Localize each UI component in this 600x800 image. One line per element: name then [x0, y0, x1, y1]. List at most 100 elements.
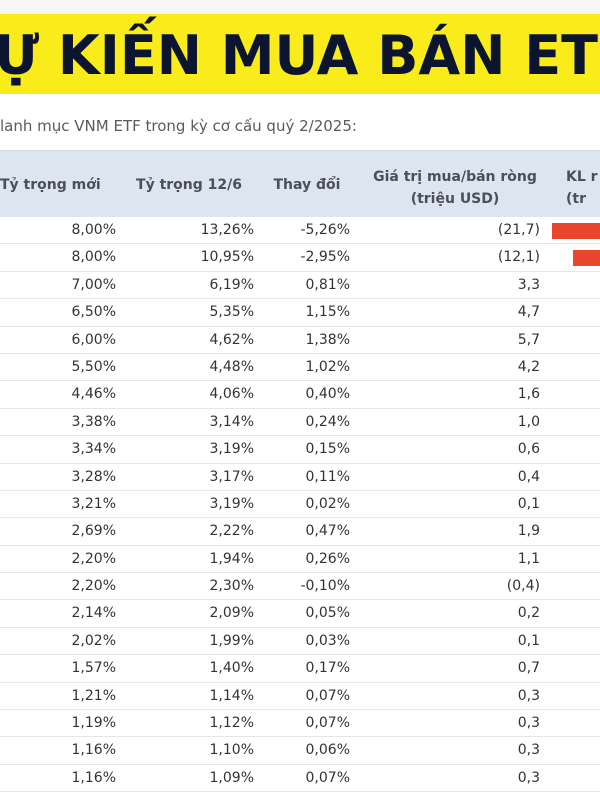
cell-new-weight: 6,50% — [71, 304, 116, 321]
cell-new-weight: 3,21% — [71, 495, 116, 512]
cell-new-weight: 2,14% — [71, 605, 116, 622]
cell-weight-12-6: 6,19% — [209, 276, 254, 293]
cell-change: 0,11% — [305, 468, 350, 485]
header-net-value-line1: Giá trị mua/bán ròng — [373, 169, 537, 185]
cell-net-value: 0,1 — [517, 632, 540, 649]
header-new-weight: Tỷ trọng mới — [0, 177, 101, 193]
cell-weight-12-6: 13,26% — [200, 222, 254, 238]
table-row: 1,16% 1,09% 0,07% 0,3 — [0, 765, 600, 793]
cell-weight-12-6: 10,95% — [200, 249, 254, 266]
cell-new-weight: 8,00% — [71, 249, 116, 266]
cell-net-value: 3,3 — [517, 276, 540, 293]
cell-net-value: 0,3 — [517, 769, 540, 786]
cell-weight-12-6: 1,12% — [209, 715, 254, 732]
table-row: 2,69% 2,22% 0,47% 1,9 — [0, 518, 600, 546]
cell-net-value: 0,6 — [517, 441, 540, 458]
cell-new-weight: 1,16% — [71, 769, 116, 786]
cell-new-weight: 8,00% — [71, 222, 116, 238]
table-caption: lanh mục VNM ETF trong kỳ cơ cấu quý 2/2… — [0, 117, 357, 135]
header-net-value: Giá trị mua/bán ròng (triệu USD) — [360, 166, 550, 210]
cell-weight-12-6: 1,14% — [209, 687, 254, 704]
cell-new-weight: 3,28% — [71, 468, 116, 485]
cell-weight-12-6: 4,48% — [209, 358, 254, 375]
sell-volume-bar — [552, 223, 600, 239]
top-edge — [0, 0, 600, 14]
cell-new-weight: 1,16% — [71, 742, 116, 759]
cell-change: 0,05% — [305, 605, 350, 622]
cell-change: 0,26% — [305, 550, 350, 567]
table-body: 8,00% 13,26% -5,26% (21,7) 8,00% 10,95% -2,95%… — [0, 217, 600, 793]
cell-weight-12-6: 1,40% — [209, 660, 254, 677]
table-row: 7,00% 6,19% 0,81% 3,3 — [0, 272, 600, 300]
header-volume-line2: (tr — [566, 191, 586, 207]
cell-new-weight: 4,46% — [71, 386, 116, 403]
cell-weight-12-6: 4,62% — [209, 331, 254, 348]
cell-new-weight: 2,02% — [71, 632, 116, 649]
cell-change: 1,15% — [305, 304, 350, 321]
cell-new-weight: 7,00% — [71, 276, 116, 293]
table-row: 8,00% 13,26% -5,26% (21,7) — [0, 217, 600, 245]
cell-change: 1,02% — [305, 358, 350, 375]
cell-weight-12-6: 5,35% — [209, 304, 254, 321]
cell-change: 0,03% — [305, 632, 350, 649]
cell-change: 0,81% — [305, 276, 350, 293]
cell-change: -0,10% — [300, 578, 350, 595]
cell-change: 0,40% — [305, 386, 350, 403]
cell-net-value: (0,4) — [506, 578, 540, 595]
cell-change: 0,47% — [305, 523, 350, 540]
table-row: 2,14% 2,09% 0,05% 0,2 — [0, 600, 600, 628]
cell-change: 0,07% — [305, 715, 350, 732]
cell-net-value: 0,7 — [517, 660, 540, 677]
cell-new-weight: 1,21% — [71, 687, 116, 704]
cell-change: 0,17% — [305, 660, 350, 677]
table-row: 3,28% 3,17% 0,11% 0,4 — [0, 464, 600, 491]
cell-net-value: 5,7 — [517, 331, 540, 348]
sell-volume-bar — [573, 250, 600, 267]
cell-weight-12-6: 1,10% — [209, 742, 254, 759]
cell-weight-12-6: 3,14% — [209, 413, 254, 430]
table-row: 1,16% 1,10% 0,06% 0,3 — [0, 737, 600, 765]
cell-net-value: 4,2 — [517, 358, 540, 375]
cell-new-weight: 1,19% — [71, 715, 116, 732]
table-header: Tỷ trọng mới Tỷ trọng 12/6 Thay đổi Giá … — [0, 151, 600, 217]
cell-new-weight: 5,50% — [71, 358, 116, 375]
cell-change: 0,07% — [305, 769, 350, 786]
cell-change: 1,38% — [305, 331, 350, 348]
cell-net-value: 0,4 — [517, 468, 540, 485]
cell-weight-12-6: 2,09% — [209, 605, 254, 622]
cell-change: 0,15% — [305, 441, 350, 458]
cell-weight-12-6: 1,09% — [209, 769, 254, 786]
cell-change: 0,07% — [305, 687, 350, 704]
table-row: 3,38% 3,14% 0,24% 1,0 — [0, 409, 600, 437]
cell-new-weight: 6,00% — [71, 331, 116, 348]
header-volume-line1: KL r — [566, 169, 598, 185]
cell-change: 0,02% — [305, 495, 350, 512]
cell-weight-12-6: 1,94% — [209, 550, 254, 567]
cell-new-weight: 3,34% — [71, 441, 116, 458]
table-row: 8,00% 10,95% -2,95% (12,1) — [0, 244, 600, 272]
cell-weight-12-6: 2,30% — [209, 578, 254, 595]
title-banner: Ự KIẾN MUA BÁN ET — [0, 14, 600, 94]
header-net-value-line2: (triệu USD) — [410, 191, 500, 207]
cell-weight-12-6: 3,17% — [209, 468, 254, 485]
cell-net-value: 0,3 — [517, 687, 540, 704]
cell-weight-12-6: 3,19% — [209, 495, 254, 512]
table-row: 2,20% 2,30% -0,10% (0,4) — [0, 573, 600, 601]
cell-net-value: 1,1 — [517, 550, 540, 567]
cell-change: 0,24% — [305, 413, 350, 430]
cell-net-value: 0,2 — [517, 605, 540, 622]
table-row: 6,50% 5,35% 1,15% 4,7 — [0, 299, 600, 327]
cell-net-value: 1,9 — [517, 523, 540, 540]
cell-net-value: (12,1) — [497, 249, 540, 266]
cell-weight-12-6: 1,99% — [209, 632, 254, 649]
table-row: 1,21% 1,14% 0,07% 0,3 — [0, 683, 600, 711]
cell-weight-12-6: 2,22% — [209, 523, 254, 540]
cell-net-value: 1,6 — [517, 386, 540, 403]
cell-net-value: 0,3 — [517, 742, 540, 759]
cell-net-value: 0,3 — [517, 715, 540, 732]
cell-net-value: (21,7) — [497, 222, 540, 238]
table-row: 6,00% 4,62% 1,38% 5,7 — [0, 327, 600, 354]
cell-new-weight: 2,20% — [71, 550, 116, 567]
header-weight-12-6: Tỷ trọng 12/6 — [136, 177, 242, 193]
cell-net-value: 0,1 — [517, 495, 540, 512]
